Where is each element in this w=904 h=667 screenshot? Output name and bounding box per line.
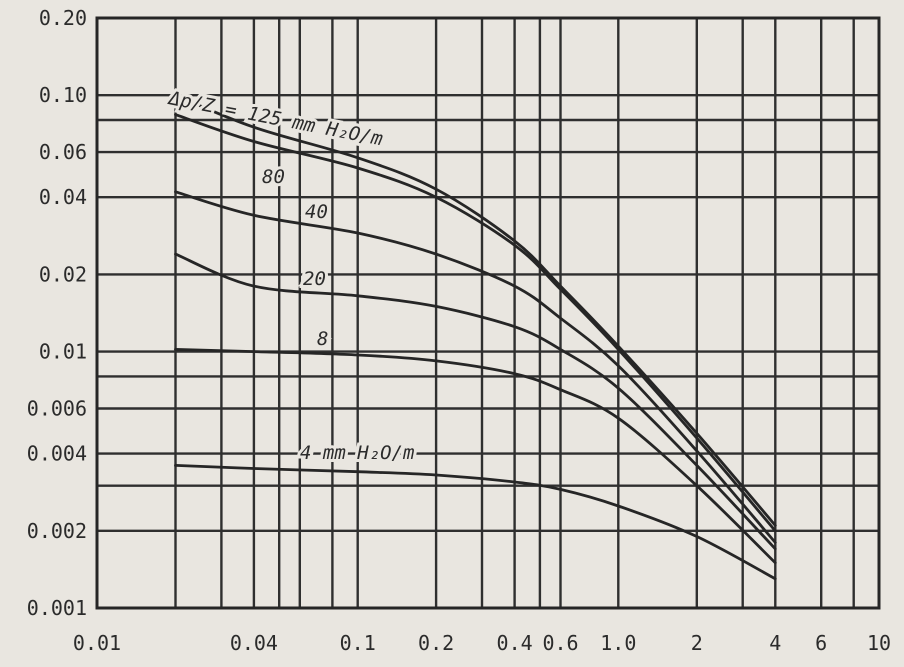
curve-line	[174, 348, 777, 565]
x-tick-label: 0.6	[542, 631, 578, 655]
x-tick-label: 0.2	[418, 631, 454, 655]
curve-label-halo: 40	[305, 201, 328, 223]
x-tick-label: 0.04	[230, 631, 278, 655]
y-tick-label: 0.004	[27, 442, 87, 466]
curve-line	[174, 113, 777, 533]
y-tick-label: 0.006	[27, 397, 87, 421]
x-tick-label: 1.0	[600, 631, 636, 655]
y-tick-label: 0.002	[27, 519, 87, 543]
curve-label: 4 mm H₂O/m	[300, 442, 414, 464]
curve-label: Δp/Z = 125 mm H₂O/m	[166, 87, 385, 150]
x-tick-label: 0.01	[73, 631, 121, 655]
x-tick-label: 10	[867, 631, 891, 655]
plot-frame	[95, 16, 881, 610]
curve-label: 8	[317, 328, 328, 350]
y-tick-label: 0.06	[39, 140, 87, 164]
curve-line	[174, 464, 777, 581]
x-tick-label: 6	[815, 631, 827, 655]
x-tick-label: 2	[691, 631, 703, 655]
x-tick-label: 0.4	[497, 631, 533, 655]
curve-line	[174, 93, 777, 527]
curve-label: 40	[305, 201, 328, 223]
y-tick-label: 0.02	[39, 262, 87, 286]
x-tick-label: 0.1	[340, 631, 376, 655]
curve-label: 20	[303, 268, 326, 290]
curve-label-halo: 4 mm H₂O/m	[300, 442, 414, 464]
y-tick-label: 0.001	[27, 596, 87, 620]
x-tick-labels: 0.01 0.04 0.1 0.2 0.4 0.6 1.0 2 4 6 10	[73, 631, 891, 655]
curve-label-halo: 8	[317, 328, 328, 350]
y-tick-label: 0.20	[39, 6, 87, 30]
grid-lines	[97, 18, 879, 608]
y-tick-label: 0.04	[39, 185, 87, 209]
x-tick-label: 4	[769, 631, 781, 655]
curve-line	[174, 252, 777, 551]
curve-label-halo: 20	[303, 268, 326, 290]
curve-label: 80	[262, 166, 285, 188]
y-tick-labels: 0.20 0.10 0.06 0.04 0.02 0.01 0.006 0.004 0.002 0…	[27, 6, 87, 620]
curves	[174, 93, 777, 581]
y-tick-label: 0.10	[39, 83, 87, 107]
y-tick-label: 0.01	[39, 340, 87, 364]
curve-line	[174, 190, 777, 544]
curve-label-halo: 80	[262, 166, 285, 188]
